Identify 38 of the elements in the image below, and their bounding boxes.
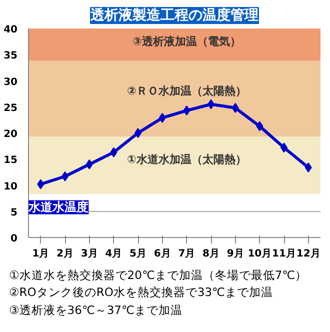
point xyxy=(37,179,44,190)
band-label: ③透析液加温（電気） xyxy=(132,34,241,48)
x-tick-label: 10月 xyxy=(248,248,272,260)
y-tick-label: 30 xyxy=(4,76,18,88)
point xyxy=(304,162,312,172)
y-tick-label: 0 xyxy=(10,234,18,244)
x-tick-label: 11月 xyxy=(272,248,296,260)
point xyxy=(110,147,118,158)
x-tick-label: 12月 xyxy=(296,248,320,260)
text: ②ROタンク後のRO水を熱交換器で33℃まで加温 xyxy=(9,284,274,302)
x-tick-label: 3月 xyxy=(80,248,98,260)
y-tick-label: 15 xyxy=(4,155,18,166)
point xyxy=(86,159,93,170)
y-tick-label: 20 xyxy=(4,129,18,140)
text: ①水道水を熱交換器で20℃まで加温（冬場で最低7℃） xyxy=(9,267,308,284)
point xyxy=(256,121,264,132)
x-tick-label: 5月 xyxy=(130,248,146,260)
band-label: ②ＲＯ水加温（太陽熱） xyxy=(127,84,246,98)
y-tick-label: 35 xyxy=(4,50,18,62)
x-tick-label: 6月 xyxy=(154,248,171,260)
y-tick-label: 5 xyxy=(10,207,18,218)
x-tick-label: 2月 xyxy=(56,248,74,260)
point xyxy=(158,112,166,123)
y-tick-label: 40 xyxy=(4,24,18,36)
text: ③透析液を36℃～37℃まで加温 xyxy=(9,302,184,318)
y-tick-label: 10 xyxy=(4,181,18,192)
y-tick-label: 25 xyxy=(4,102,18,114)
band-label: ①水道水加温（太陽熱） xyxy=(127,153,246,166)
point xyxy=(232,102,239,113)
point xyxy=(134,128,142,138)
x-tick-label: 1月 xyxy=(32,248,50,260)
chart-title: 透析液製造工程の温度管理 xyxy=(90,6,258,24)
x-tick-label: 8月 xyxy=(202,248,220,260)
x-tick-label: 7月 xyxy=(178,248,196,260)
series-label: 水道水温度 xyxy=(28,200,89,214)
x-tick-label: 9月 xyxy=(226,248,244,260)
x-tick-label: 4月 xyxy=(105,248,122,260)
point xyxy=(183,106,190,116)
